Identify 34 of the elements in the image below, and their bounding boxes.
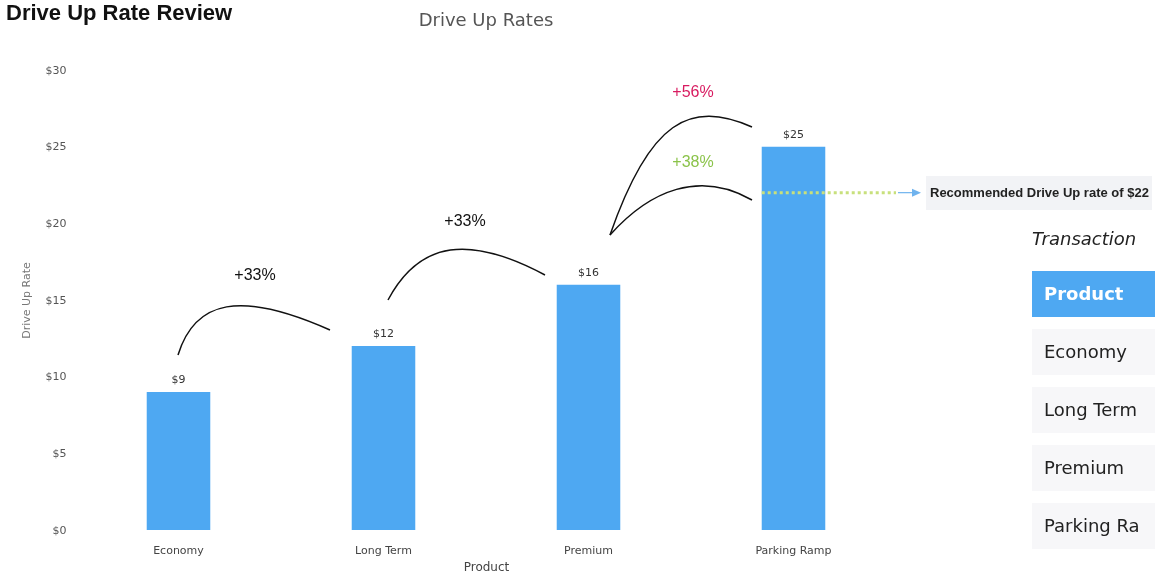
ref-line-label: Recommended Drive Up rate of $22	[930, 184, 1149, 200]
data-label: $9	[171, 373, 186, 386]
bar	[556, 284, 621, 530]
bar	[146, 392, 211, 530]
y-tick-label: $20	[45, 216, 67, 230]
text: Transaction	[1032, 228, 1138, 249]
x-tick-label: Long Term	[355, 543, 412, 557]
data-label: $16	[578, 265, 599, 279]
text: Parking Ra	[1032, 503, 1155, 549]
x-tick-label: Parking Ramp	[755, 543, 832, 557]
y-tick-label: $25	[45, 140, 67, 154]
text: Product	[1032, 271, 1155, 317]
annotation: +33%	[234, 266, 276, 284]
chart-title: Drive Up Rate Review	[6, 0, 233, 26]
bar	[761, 146, 826, 530]
y-tick-label: $30	[45, 63, 67, 77]
annotation: +33%	[444, 212, 486, 230]
y-tick-label: $5	[52, 446, 67, 460]
text: Economy	[1032, 329, 1155, 375]
data-label: $12	[373, 327, 394, 340]
data-label: $25	[783, 127, 804, 141]
text: Long Term	[1032, 387, 1155, 433]
text: Premium	[1032, 445, 1155, 491]
chart-subtitle: Drive Up Rates	[418, 9, 554, 30]
annotation: +56%	[672, 83, 714, 101]
bar	[351, 346, 416, 530]
y-tick-label: $15	[45, 293, 67, 307]
x-axis-title: Product	[463, 559, 510, 574]
annotation: +38%	[672, 153, 714, 171]
y-axis-title: Drive Up Rate	[19, 261, 33, 339]
x-tick-label: Economy	[153, 543, 205, 557]
y-tick-label: $0	[52, 523, 67, 537]
y-tick-label: $10	[45, 370, 67, 384]
x-tick-label: Premium	[564, 543, 613, 557]
